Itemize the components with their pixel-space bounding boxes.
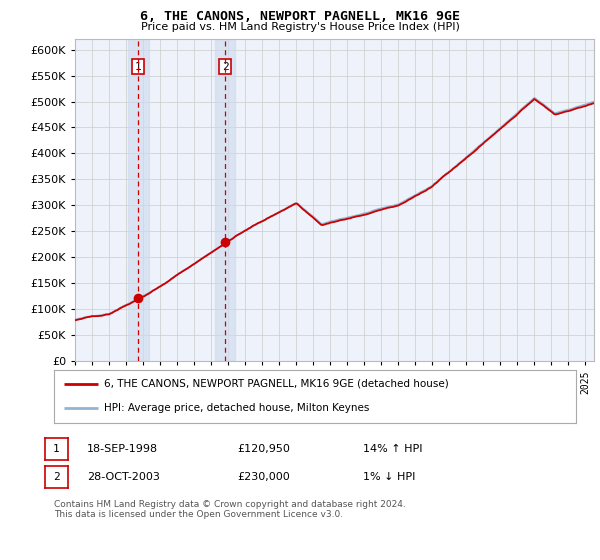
Text: 14% ↑ HPI: 14% ↑ HPI (363, 444, 422, 454)
Bar (128, 39, 149, 361)
Text: 2: 2 (222, 62, 229, 72)
Text: 18-SEP-1998: 18-SEP-1998 (87, 444, 158, 454)
Text: £120,950: £120,950 (237, 444, 290, 454)
Text: Price paid vs. HM Land Registry's House Price Index (HPI): Price paid vs. HM Land Registry's House … (140, 22, 460, 32)
Text: 6, THE CANONS, NEWPORT PAGNELL, MK16 9GE (detached house): 6, THE CANONS, NEWPORT PAGNELL, MK16 9GE… (104, 379, 448, 389)
Text: 28-OCT-2003: 28-OCT-2003 (87, 472, 160, 482)
Text: £230,000: £230,000 (237, 472, 290, 482)
Text: 1% ↓ HPI: 1% ↓ HPI (363, 472, 415, 482)
Text: 6, THE CANONS, NEWPORT PAGNELL, MK16 9GE: 6, THE CANONS, NEWPORT PAGNELL, MK16 9GE (140, 10, 460, 23)
Text: 1: 1 (53, 444, 60, 454)
Bar (215, 39, 235, 361)
Text: 2: 2 (53, 472, 60, 482)
Text: Contains HM Land Registry data © Crown copyright and database right 2024.
This d: Contains HM Land Registry data © Crown c… (54, 500, 406, 519)
Text: HPI: Average price, detached house, Milton Keynes: HPI: Average price, detached house, Milt… (104, 403, 369, 413)
Text: 1: 1 (135, 62, 142, 72)
